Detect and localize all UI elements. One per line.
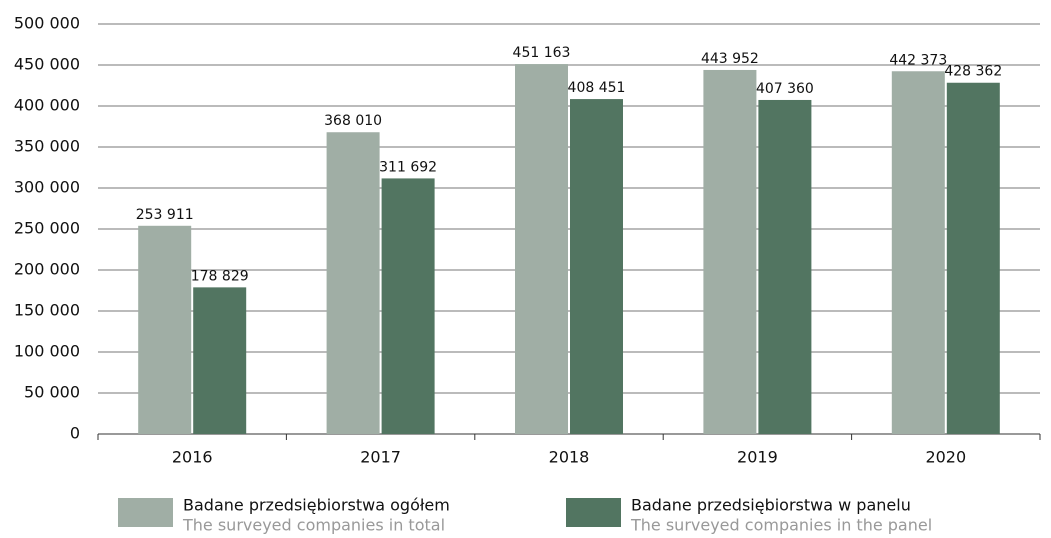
x-tick-label: 2018: [549, 448, 590, 467]
y-tick-label: 100 000: [14, 342, 80, 361]
bar: [703, 69, 757, 435]
legend-label: Badane przedsiębiorstwa w panelu: [631, 496, 911, 515]
value-label: 407 360: [756, 81, 814, 97]
legend-swatch: [118, 498, 173, 527]
bar: [193, 287, 247, 434]
y-tick-label: 0: [70, 424, 80, 443]
bar: [758, 99, 812, 435]
value-label: 178 829: [191, 268, 249, 284]
value-label: 442 373: [889, 52, 947, 68]
legend-label-en: The surveyed companies in the panel: [630, 516, 932, 535]
value-label: 451 163: [513, 45, 571, 61]
value-label: 368 010: [324, 113, 382, 129]
bar: [326, 132, 380, 434]
bar: [138, 225, 192, 434]
legend-swatch: [566, 498, 621, 527]
y-tick-label: 250 000: [14, 219, 80, 238]
y-tick-label: 150 000: [14, 301, 80, 320]
value-label: 311 692: [379, 159, 437, 175]
legend-label: Badane przedsiębiorstwa ogółem: [183, 496, 450, 515]
bar: [381, 178, 435, 434]
value-label: 443 952: [701, 51, 759, 67]
y-tick-label: 450 000: [14, 55, 80, 74]
legend-label-en: The surveyed companies in total: [182, 516, 445, 535]
bar: [515, 64, 568, 435]
bar: [946, 82, 1000, 434]
x-tick-label: 2016: [172, 448, 213, 467]
x-tick-label: 2019: [737, 448, 778, 467]
y-tick-label: 300 000: [14, 178, 80, 197]
x-tick-label: 2017: [360, 448, 401, 467]
value-label: 428 362: [944, 64, 1002, 80]
y-tick-label: 400 000: [14, 96, 80, 115]
bar: [570, 99, 623, 434]
y-tick-label: 50 000: [24, 383, 80, 402]
x-tick-label: 2020: [925, 448, 966, 467]
y-tick-label: 350 000: [14, 137, 80, 156]
y-tick-label: 500 000: [14, 14, 80, 33]
y-tick-label: 200 000: [14, 260, 80, 279]
value-label: 408 451: [568, 80, 626, 96]
bar: [891, 71, 945, 434]
value-label: 253 911: [136, 207, 194, 223]
